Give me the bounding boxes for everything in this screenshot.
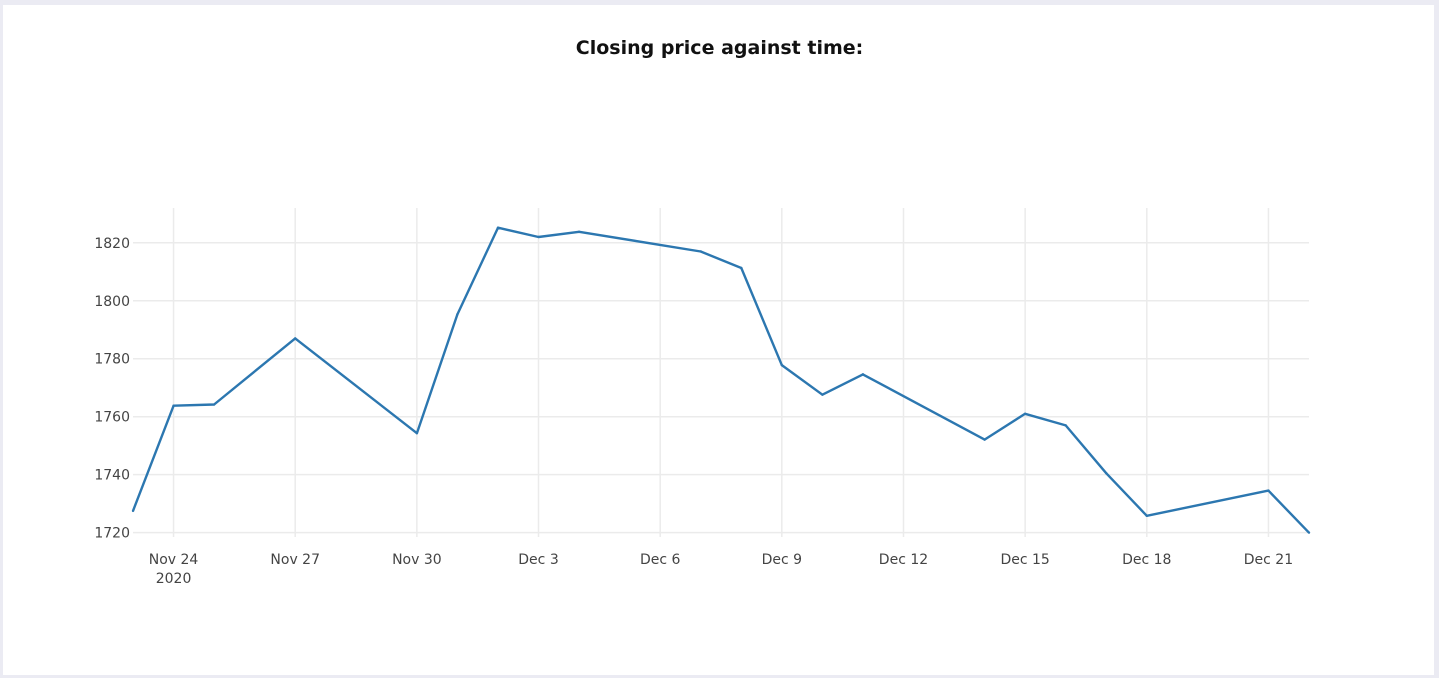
data-point — [1145, 514, 1148, 518]
data-point — [294, 337, 297, 340]
x-tick-label: Nov 27 — [270, 552, 320, 568]
data-point — [212, 403, 216, 406]
x-tick-label: Dec 3 — [518, 552, 558, 568]
x-gridlines — [172, 208, 1270, 537]
data-point — [1064, 424, 1067, 427]
x-tick-sublabel: 2020 — [156, 571, 192, 587]
x-tick-label: Nov 24 — [149, 552, 199, 568]
series-line — [131, 226, 1310, 534]
data-point — [577, 230, 581, 233]
y-tick-label: 1720 — [94, 526, 130, 542]
x-tick-label: Dec 9 — [762, 552, 802, 568]
x-tick-label: Dec 15 — [1000, 552, 1049, 568]
chart-title: Closing price against time: — [575, 37, 864, 59]
data-point — [699, 250, 702, 253]
data-point — [983, 438, 986, 441]
data-point — [1105, 472, 1108, 475]
y-tick-label: 1740 — [94, 468, 130, 484]
x-tick-label: Dec 6 — [640, 552, 681, 568]
data-point — [456, 313, 459, 316]
x-tick-label: Nov 30 — [392, 552, 442, 568]
y-axis: 1720 1740 1760 1780 1800 1820 — [94, 236, 130, 542]
data-point — [780, 363, 784, 367]
y-tick-label: 1800 — [94, 294, 130, 310]
data-point — [821, 393, 824, 396]
x-tick-label: Dec 18 — [1122, 552, 1171, 568]
data-point — [496, 226, 500, 229]
y-tick-label: 1820 — [94, 236, 130, 252]
x-tick-label: Dec 12 — [879, 552, 928, 568]
data-point — [131, 509, 135, 513]
y-tick-label: 1760 — [94, 410, 130, 426]
data-point — [1267, 489, 1270, 492]
x-axis: Nov 24 2020 Nov 27 Nov 30 Dec 3 Dec 6 Dec 9 Dec… — [149, 552, 1293, 587]
data-point — [415, 432, 419, 435]
chart-card — [3, 5, 1434, 675]
y-tick-label: 1780 — [94, 352, 130, 368]
data-point — [537, 235, 540, 239]
data-point — [740, 266, 743, 270]
data-point — [1023, 412, 1027, 416]
data-point — [1307, 531, 1311, 534]
y-gridlines — [133, 242, 1309, 534]
data-point — [172, 404, 175, 407]
x-tick-label: Dec 21 — [1244, 552, 1293, 568]
series-layer — [131, 226, 1311, 534]
data-point — [861, 373, 865, 376]
